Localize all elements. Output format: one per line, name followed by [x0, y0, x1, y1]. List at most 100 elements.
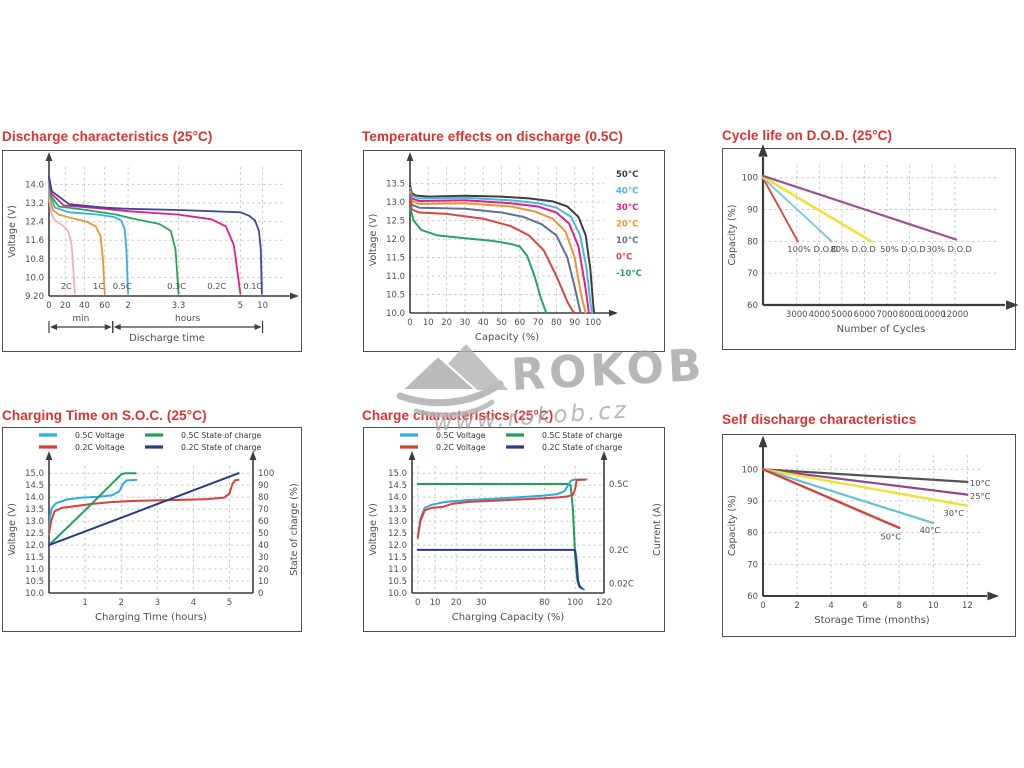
- svg-text:10°C: 10°C: [970, 478, 991, 488]
- chart-title-temperature: Temperature effects on discharge (0.5C): [362, 129, 623, 144]
- svg-text:20: 20: [258, 565, 269, 575]
- svg-text:Number of Cycles: Number of Cycles: [837, 324, 926, 335]
- svg-text:60: 60: [258, 517, 269, 527]
- svg-text:40: 40: [478, 318, 489, 328]
- svg-text:30: 30: [459, 318, 470, 328]
- svg-text:2: 2: [119, 598, 124, 608]
- svg-text:12.0: 12.0: [388, 541, 407, 551]
- svg-text:12.0: 12.0: [386, 235, 405, 245]
- svg-text:9.20: 9.20: [25, 292, 44, 302]
- svg-text:20: 20: [60, 301, 71, 311]
- svg-text:Capacity (%): Capacity (%): [727, 495, 738, 556]
- chart-title-charge: Charge characteristics (25°C): [362, 408, 554, 423]
- svg-text:30°C: 30°C: [616, 203, 638, 213]
- panel-discharge-characteristics: 14.0 13.2 12.4 11.6 10.8 10.0 9.20 0 20 40 60 2 3.3 5…: [2, 150, 302, 352]
- svg-text:0: 0: [760, 601, 765, 611]
- svg-text:10.5: 10.5: [386, 291, 405, 301]
- svg-text:6000: 6000: [854, 310, 876, 320]
- cycle-life-chart: 100 90 80 70 60 3000 4000 5000 6000 7000 800010000…: [727, 144, 1019, 335]
- svg-text:0.3C: 0.3C: [167, 281, 186, 291]
- temperature-effects-chart: 13.5 13.0 12.5 12.0 11.5 11.0 10.5 10.00 10 20 30 4…: [368, 152, 642, 343]
- svg-text:5: 5: [238, 301, 243, 311]
- svg-text:80% D.O.D: 80% D.O.D: [830, 244, 875, 254]
- svg-text:11.0: 11.0: [388, 565, 407, 575]
- svg-text:10: 10: [258, 577, 269, 587]
- svg-text:40: 40: [79, 301, 90, 311]
- svg-text:7000: 7000: [876, 310, 898, 320]
- svg-text:70: 70: [258, 505, 269, 515]
- svg-text:10: 10: [430, 598, 441, 608]
- svg-text:30: 30: [258, 553, 269, 563]
- svg-text:14.0: 14.0: [25, 180, 44, 190]
- svg-text:0.2C State of charge: 0.2C State of charge: [542, 443, 622, 452]
- svg-text:Current (A): Current (A): [652, 503, 663, 556]
- charging-time-chart: 15.014.514.013.513.012.512.011.511.010.5…: [7, 431, 300, 623]
- svg-text:Discharge time: Discharge time: [129, 333, 205, 344]
- svg-text:70: 70: [747, 269, 758, 279]
- svg-text:60: 60: [747, 592, 758, 602]
- svg-text:0: 0: [407, 318, 412, 328]
- svg-text:Charging Time (hours): Charging Time (hours): [95, 612, 207, 623]
- svg-text:11.5: 11.5: [25, 553, 44, 563]
- svg-text:0.5C State of charge: 0.5C State of charge: [181, 431, 261, 440]
- panel-charging-time: 15.0 14.5 14.0 13.5 13.0 12.5 12.0 11.5 11.0 10.5…: [2, 427, 302, 632]
- svg-text:12.5: 12.5: [388, 529, 407, 539]
- svg-text:3000: 3000: [786, 310, 808, 320]
- svg-text:4000: 4000: [809, 310, 831, 320]
- discharge-characteristics-chart: 14.0 13.2 12.4 11.6 10.8 10.0 9.200 20 40 60 2 3.3 5…: [7, 152, 299, 344]
- svg-text:14.0: 14.0: [388, 493, 407, 503]
- svg-text:12.0: 12.0: [25, 541, 44, 551]
- svg-text:70: 70: [533, 318, 544, 328]
- svg-text:0.2C Voltage: 0.2C Voltage: [75, 443, 125, 452]
- panel-temperature-effects: 13.5 13.0 12.5 12.0 11.5 11.0 10.5 10.0 0 10 20 30 4…: [363, 150, 665, 352]
- svg-text:13.5: 13.5: [25, 505, 44, 515]
- svg-text:40°C: 40°C: [616, 187, 638, 197]
- svg-text:30% D.O.D: 30% D.O.D: [927, 244, 972, 254]
- svg-text:10.5: 10.5: [25, 577, 44, 587]
- svg-text:13.5: 13.5: [386, 180, 405, 190]
- svg-text:12.4: 12.4: [25, 218, 44, 228]
- svg-text:50% D.O.D: 50% D.O.D: [880, 244, 925, 254]
- svg-text:10.0: 10.0: [386, 309, 405, 319]
- svg-text:20: 20: [451, 598, 462, 608]
- svg-text:25°C: 25°C: [970, 491, 991, 501]
- svg-text:0.5C: 0.5C: [609, 480, 629, 490]
- svg-text:Charging Capacity (%): Charging Capacity (%): [452, 612, 565, 623]
- svg-text:80: 80: [539, 598, 550, 608]
- svg-text:60: 60: [99, 301, 110, 311]
- svg-text:60: 60: [747, 301, 758, 311]
- svg-text:10.0: 10.0: [25, 589, 44, 599]
- svg-text:8: 8: [897, 601, 902, 611]
- svg-text:Voltage (V): Voltage (V): [368, 214, 379, 267]
- svg-text:4: 4: [828, 601, 833, 611]
- svg-text:30°C: 30°C: [944, 508, 965, 518]
- svg-text:10°C: 10°C: [616, 236, 638, 246]
- svg-text:Storage Time (months): Storage Time (months): [814, 615, 930, 626]
- svg-text:13.5: 13.5: [388, 505, 407, 515]
- svg-text:90: 90: [747, 206, 758, 216]
- svg-text:0.5C Voltage: 0.5C Voltage: [75, 431, 125, 440]
- svg-text:50°C: 50°C: [616, 170, 638, 180]
- svg-text:0.2C: 0.2C: [207, 281, 226, 291]
- svg-text:0.2C: 0.2C: [609, 546, 629, 556]
- svg-text:0.2C State of charge: 0.2C State of charge: [181, 443, 261, 452]
- svg-text:1: 1: [82, 598, 87, 608]
- svg-text:50: 50: [258, 529, 269, 539]
- svg-text:12000: 12000: [941, 310, 968, 320]
- svg-text:min: min: [72, 314, 89, 324]
- svg-text:Voltage (V): Voltage (V): [368, 503, 379, 556]
- svg-text:1C: 1C: [93, 281, 104, 291]
- svg-text:13.0: 13.0: [25, 517, 44, 527]
- svg-text:2C: 2C: [61, 281, 72, 291]
- chart-title-cycle-life: Cycle life on D.O.D. (25°C): [722, 128, 893, 143]
- svg-text:90: 90: [569, 318, 580, 328]
- svg-text:10: 10: [423, 318, 434, 328]
- svg-text:30: 30: [476, 598, 487, 608]
- svg-text:90: 90: [747, 497, 758, 507]
- svg-text:6: 6: [862, 601, 867, 611]
- svg-text:hours: hours: [175, 314, 201, 324]
- svg-text:90: 90: [258, 481, 269, 491]
- svg-text:100: 100: [742, 174, 758, 184]
- svg-text:14.5: 14.5: [25, 481, 44, 491]
- svg-text:20°C: 20°C: [616, 220, 638, 230]
